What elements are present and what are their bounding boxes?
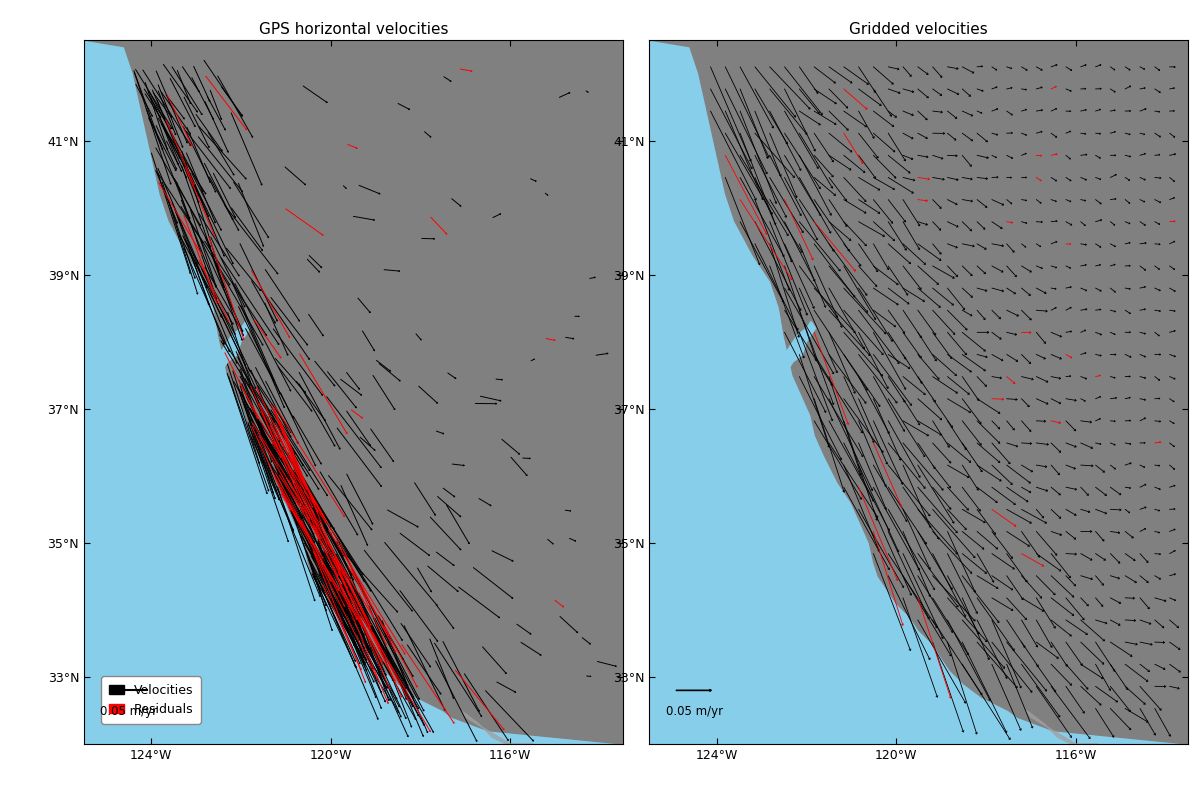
Polygon shape <box>802 322 816 338</box>
Legend: Velocities, Residuals: Velocities, Residuals <box>101 677 200 724</box>
Text: 0.05 m/yr: 0.05 m/yr <box>666 705 722 718</box>
Title: Gridded velocities: Gridded velocities <box>850 22 988 38</box>
Polygon shape <box>84 40 623 744</box>
Title: GPS horizontal velocities: GPS horizontal velocities <box>258 22 448 38</box>
Polygon shape <box>649 40 1188 744</box>
Polygon shape <box>1026 710 1098 744</box>
Polygon shape <box>214 328 246 375</box>
Text: 0.05 m/yr: 0.05 m/yr <box>101 705 157 718</box>
Polygon shape <box>236 322 250 338</box>
Polygon shape <box>461 710 533 744</box>
Polygon shape <box>780 328 811 375</box>
